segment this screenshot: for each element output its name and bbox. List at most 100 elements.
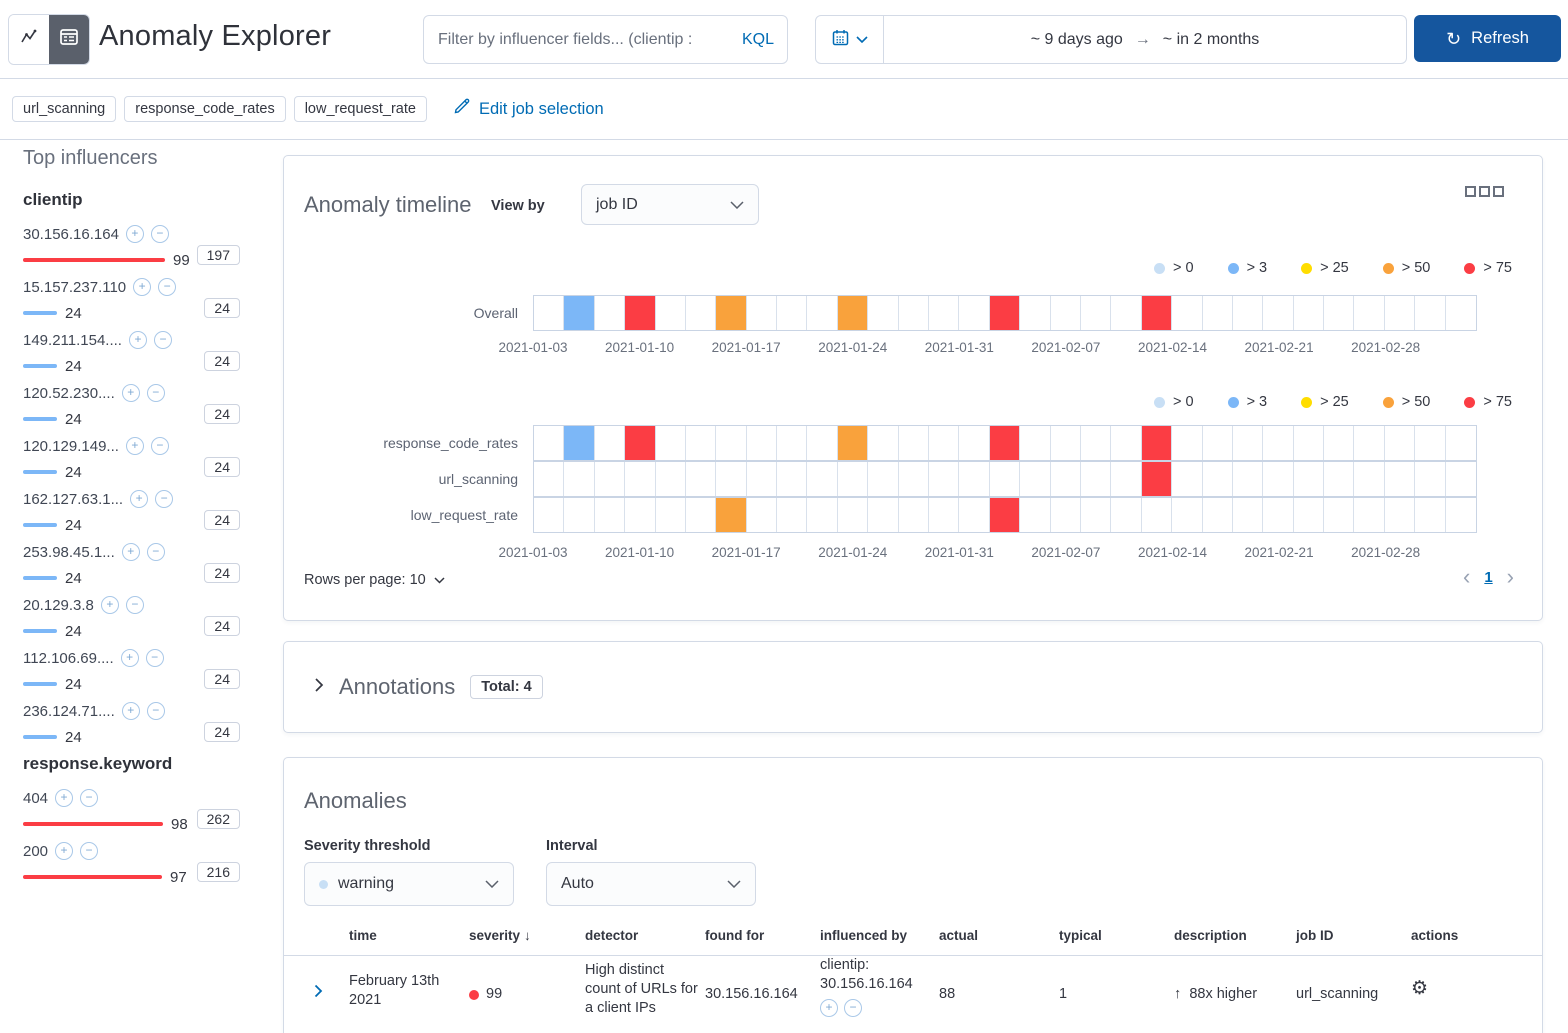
column-header-typical[interactable]: typical — [1059, 928, 1102, 943]
swimlane-cell[interactable] — [1263, 462, 1294, 496]
influencer-name[interactable]: 149.211.154.... — [23, 331, 122, 349]
swimlane-cell[interactable] — [1385, 426, 1416, 460]
swimlane-cell[interactable] — [1233, 462, 1264, 496]
swimlane-cell[interactable] — [1263, 296, 1294, 330]
add-filter-icon[interactable]: + — [130, 490, 149, 508]
remove-filter-icon[interactable]: − — [125, 596, 144, 614]
swimlane-cell[interactable] — [625, 426, 656, 460]
swimlane-cell[interactable] — [990, 462, 1021, 496]
swimlane-cell[interactable] — [1051, 498, 1081, 532]
swimlane-cell[interactable] — [1294, 498, 1325, 532]
swimlane-cell[interactable] — [1446, 426, 1476, 460]
influencer-name[interactable]: 120.129.149... — [23, 437, 119, 455]
swimlane-cell[interactable] — [1233, 296, 1264, 330]
column-header-severity[interactable]: severity ↓ — [469, 928, 531, 943]
swimlane-cell[interactable] — [1446, 296, 1476, 330]
view-by-select[interactable]: job ID — [581, 184, 759, 225]
swimlane-cell[interactable] — [747, 498, 778, 532]
swimlane-cell[interactable] — [1172, 462, 1203, 496]
swimlane-cell[interactable] — [1081, 462, 1112, 496]
time-range-to[interactable]: ~ in 2 months — [1162, 30, 1260, 48]
kql-toggle[interactable]: KQL — [741, 30, 774, 48]
next-page-icon[interactable]: › — [1506, 564, 1514, 589]
influencer-name[interactable]: 404 — [23, 789, 49, 807]
swimlane-cell[interactable] — [868, 498, 899, 532]
swimlane-cell[interactable] — [838, 462, 869, 496]
swimlane-cell[interactable] — [1324, 498, 1355, 532]
add-filter-icon[interactable]: + — [121, 384, 140, 402]
job-badge[interactable]: response_code_rates — [124, 96, 286, 122]
swimlane-cell[interactable] — [1233, 426, 1264, 460]
add-filter-icon[interactable]: + — [133, 278, 152, 296]
swimlane-cell[interactable] — [716, 296, 747, 330]
time-range-display[interactable]: ~ 9 days ago → ~ in 2 months — [884, 16, 1406, 63]
remove-filter-icon[interactable]: − — [155, 490, 174, 508]
swimlane-cell[interactable] — [1141, 426, 1173, 460]
add-filter-icon[interactable]: + — [121, 543, 140, 561]
swimlane-cell[interactable] — [1172, 296, 1203, 330]
swimlane-cell[interactable] — [1294, 296, 1325, 330]
swimlane-cell[interactable] — [1385, 296, 1416, 330]
edit-job-selection-link[interactable]: Edit job selection — [453, 98, 604, 120]
swimlane-cell[interactable] — [1324, 462, 1355, 496]
swimlane-cell[interactable] — [959, 462, 990, 496]
influencer-name[interactable]: 253.98.45.1... — [23, 543, 115, 561]
swimlane-cell[interactable] — [1203, 296, 1233, 330]
swimlane-cell[interactable] — [534, 498, 565, 532]
swimlane-cell[interactable] — [1142, 498, 1173, 532]
swimlane-cell[interactable] — [807, 462, 838, 496]
swimlane-cell[interactable] — [1354, 498, 1385, 532]
swimlane-cell[interactable] — [1415, 296, 1446, 330]
swimlane-cell[interactable] — [989, 296, 1021, 330]
time-range-from[interactable]: ~ 9 days ago — [1030, 30, 1123, 48]
swimlane-cell[interactable] — [899, 296, 930, 330]
swimlane-cell[interactable] — [1111, 462, 1142, 496]
column-header-actual[interactable]: actual — [939, 928, 979, 943]
swimlane-cell[interactable] — [564, 296, 595, 330]
swimlane-options-icon[interactable] — [1465, 186, 1504, 197]
remove-filter-icon[interactable]: − — [153, 331, 172, 349]
swimlane-cell[interactable] — [1111, 498, 1142, 532]
swimlane-cell[interactable] — [686, 296, 717, 330]
swimlane-cell[interactable] — [929, 426, 960, 460]
swimlane-cell[interactable] — [1141, 296, 1173, 330]
swimlane-cell[interactable] — [807, 498, 838, 532]
refresh-button[interactable]: ↻ Refresh — [1414, 15, 1561, 62]
swimlane-cell[interactable] — [686, 462, 717, 496]
swimlane-cell[interactable] — [1141, 462, 1173, 496]
swimlane-cell[interactable] — [1354, 296, 1385, 330]
swimlane-cell[interactable] — [534, 426, 565, 460]
swimlane-cell[interactable] — [868, 462, 899, 496]
column-header-job-id[interactable]: job ID — [1296, 928, 1334, 943]
swimlane-cell[interactable] — [747, 426, 778, 460]
swimlane-cell[interactable] — [595, 296, 626, 330]
swimlane-cell[interactable] — [1385, 498, 1416, 532]
swimlane-cell[interactable] — [656, 462, 686, 496]
swimlane-cell[interactable] — [1233, 498, 1264, 532]
swimlane-cell[interactable] — [1081, 498, 1112, 532]
swimlane-cell[interactable] — [1324, 296, 1355, 330]
remove-filter-icon[interactable]: − — [844, 999, 862, 1017]
influencer-name[interactable]: 15.157.237.110 — [23, 278, 127, 296]
swimlane-cell[interactable] — [534, 296, 565, 330]
rows-per-page-select[interactable]: Rows per page: 10 — [304, 572, 445, 588]
swimlane-cell[interactable] — [625, 462, 656, 496]
swimlane-cell[interactable] — [868, 426, 899, 460]
swimlane-cell[interactable] — [868, 296, 899, 330]
swimlane-cell[interactable] — [959, 296, 990, 330]
add-filter-icon[interactable]: + — [820, 999, 838, 1017]
remove-filter-icon[interactable]: − — [80, 789, 99, 807]
date-picker-calendar-button[interactable] — [816, 16, 884, 63]
swimlane-cell[interactable] — [1203, 498, 1233, 532]
row-actions-gear-icon[interactable]: ⚙ — [1411, 978, 1429, 999]
swimlane-cell[interactable] — [1294, 426, 1325, 460]
swimlane-cell[interactable] — [564, 498, 595, 532]
column-header-found-for[interactable]: found for — [705, 928, 765, 943]
swimlane-cell[interactable] — [1081, 426, 1112, 460]
swimlane-cell[interactable] — [1263, 498, 1294, 532]
swimlane-cell[interactable] — [747, 462, 778, 496]
remove-filter-icon[interactable]: − — [158, 278, 177, 296]
swimlane-cell[interactable] — [1081, 296, 1112, 330]
add-filter-icon[interactable]: + — [121, 702, 140, 720]
swimlane-cell[interactable] — [1446, 462, 1476, 496]
